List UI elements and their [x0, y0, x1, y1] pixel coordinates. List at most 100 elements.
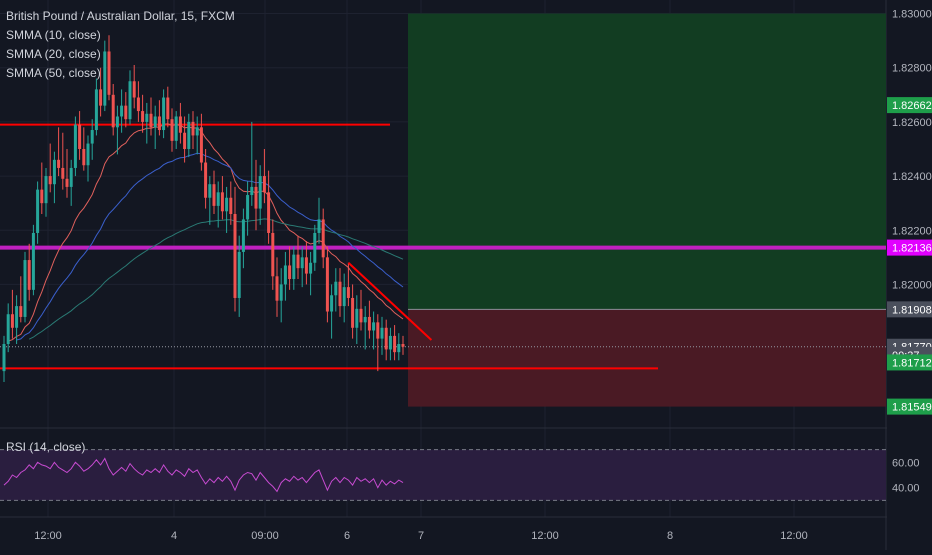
- candle-body: [78, 124, 82, 149]
- price-label-box: [887, 301, 932, 318]
- candle: [334, 268, 338, 312]
- candle: [321, 208, 325, 269]
- rsi-line: [3, 457, 404, 493]
- trendline[interactable]: [347, 262, 433, 341]
- candle-body: [212, 184, 216, 206]
- candle-body: [367, 316, 371, 331]
- candle: [136, 81, 140, 122]
- time-tick-label: 12:00: [780, 530, 808, 542]
- candle-body: [225, 197, 229, 212]
- candle: [393, 325, 397, 361]
- candle-body: [61, 167, 65, 179]
- candle-body: [258, 176, 262, 209]
- time-tick-label: 09:00: [251, 530, 279, 542]
- time-axis[interactable]: 12:00 4 09:00 6 7 12:00 8 12:00: [34, 530, 808, 542]
- candle-body: [220, 192, 224, 212]
- candle: [166, 86, 170, 128]
- candle: [2, 335, 6, 382]
- candle: [208, 176, 212, 225]
- candle-body: [275, 276, 279, 301]
- candle: [288, 246, 292, 290]
- stop-zone: [408, 309, 886, 407]
- time-tick-label: 6: [344, 530, 350, 542]
- price-tick-label: 1.83000: [892, 9, 932, 21]
- price-label-text: 1.81549: [892, 402, 932, 414]
- candle-body: [317, 219, 321, 233]
- price-label[interactable]: 1.81908: [887, 301, 932, 318]
- descending-trendline[interactable]: [347, 262, 433, 341]
- candle-body: [313, 232, 317, 263]
- candle: [111, 83, 115, 136]
- candle: [296, 235, 300, 280]
- price-label[interactable]: 1.82662: [887, 97, 932, 114]
- price-label[interactable]: 1.81549: [887, 398, 932, 415]
- candle: [397, 333, 401, 361]
- price-label[interactable]: 1.82136: [887, 239, 932, 256]
- candle: [262, 148, 266, 204]
- price-label[interactable]: 1.81712: [887, 354, 932, 371]
- price-tick-label: 1.82000: [892, 279, 932, 291]
- price-tick-label: 1.82400: [892, 171, 932, 183]
- candle-body: [229, 197, 233, 214]
- candle: [401, 335, 405, 355]
- smma-20-label: SMMA (20, close): [6, 47, 101, 61]
- candle: [19, 276, 23, 323]
- candle-body: [145, 113, 149, 122]
- candle: [65, 148, 69, 198]
- candle: [153, 105, 157, 149]
- price-axis[interactable]: 1.83000 1.82800 1.82600 1.82400 1.82200 1.820…: [887, 0, 932, 550]
- candle: [157, 100, 161, 136]
- candle: [304, 241, 308, 285]
- candle-body: [241, 219, 245, 252]
- candle-body: [237, 251, 241, 298]
- candle: [48, 143, 52, 193]
- candle-body: [6, 314, 10, 345]
- candle: [384, 319, 388, 361]
- candle-body: [271, 232, 275, 277]
- candle: [82, 127, 86, 171]
- price-label-box: [887, 354, 932, 371]
- candle-body: [48, 176, 52, 185]
- candle: [372, 311, 376, 350]
- candle-body: [334, 281, 338, 296]
- candle: [103, 40, 107, 112]
- candle-body: [376, 322, 380, 339]
- candle: [317, 197, 321, 244]
- candle: [94, 78, 98, 136]
- candle: [388, 327, 392, 361]
- candle: [78, 111, 82, 160]
- candle: [6, 303, 10, 353]
- candle-body: [69, 167, 73, 187]
- candle: [40, 162, 44, 214]
- candle: [115, 105, 119, 155]
- smma-50-label: SMMA (50, close): [6, 66, 101, 80]
- candle-body: [397, 344, 401, 353]
- candle-body: [254, 186, 258, 209]
- candle: [174, 111, 178, 149]
- time-tick-label: 7: [418, 530, 424, 542]
- candle-body: [380, 327, 384, 339]
- horizontal-levels[interactable]: [0, 123, 886, 370]
- candle-body: [325, 257, 329, 312]
- candle: [225, 186, 229, 233]
- candle-body: [300, 257, 304, 269]
- legend: British Pound / Australian Dollar, 15, F…: [6, 9, 235, 454]
- candle-body: [94, 89, 98, 131]
- candle-body: [157, 116, 161, 131]
- candle-body: [90, 130, 94, 144]
- rsi-label: RSI (14, close): [6, 440, 85, 454]
- candle: [275, 257, 279, 317]
- candle: [300, 246, 304, 288]
- candle-body: [288, 265, 292, 280]
- candle-body: [292, 254, 296, 280]
- candle-body: [267, 192, 271, 233]
- candle: [271, 219, 275, 290]
- candle: [31, 224, 35, 296]
- candle-body: [15, 306, 19, 328]
- time-tick-label: 12:00: [531, 530, 559, 542]
- candle: [90, 119, 94, 160]
- position-zones: [408, 13, 886, 407]
- candle: [61, 132, 65, 190]
- candle-body: [388, 335, 392, 350]
